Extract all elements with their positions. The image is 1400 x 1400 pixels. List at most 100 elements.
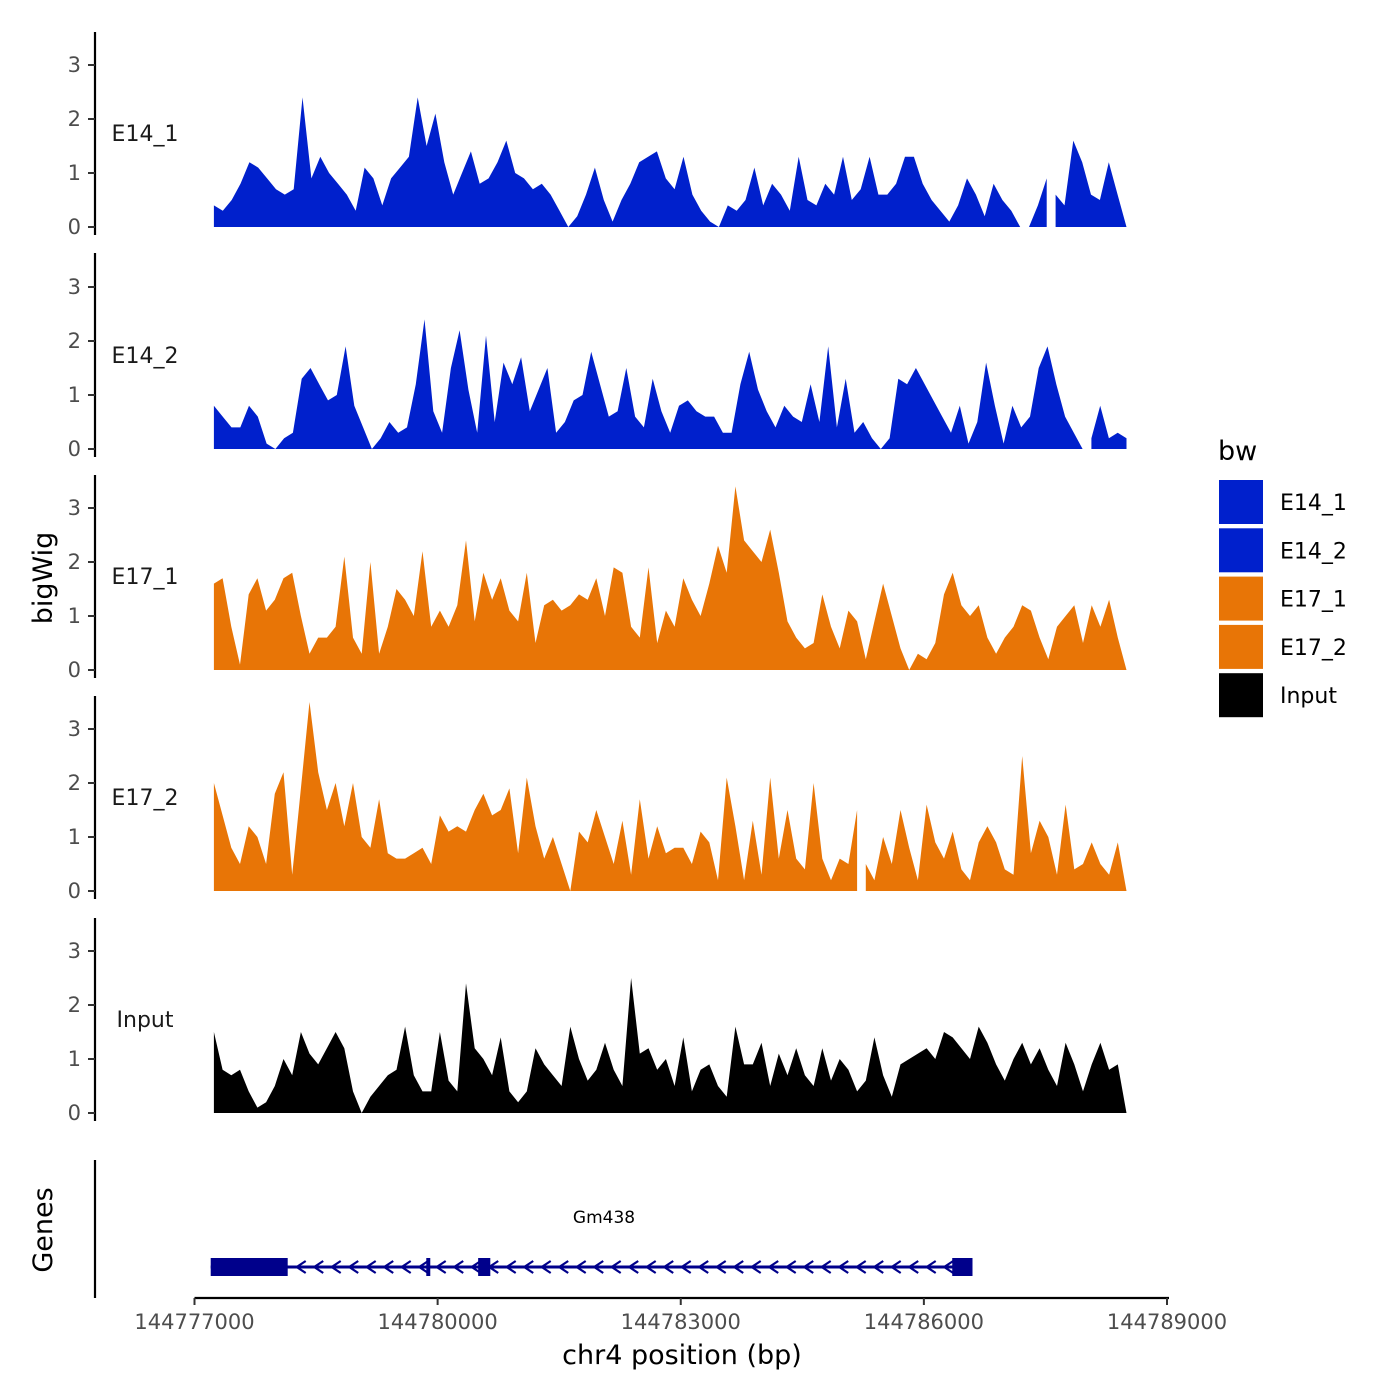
y-tick-label: 0 [68, 215, 81, 239]
y-tick-label: 3 [68, 939, 81, 963]
strand-arrow [504, 1260, 517, 1274]
track-label: E17_2 [112, 786, 179, 811]
y-tick-label: 0 [68, 437, 81, 461]
track-E17_1: 0 1 2 3 E17_1 [68, 475, 1127, 682]
strand-arrow [469, 1260, 482, 1274]
strand-arrow [522, 1260, 534, 1274]
strand-arrow [539, 1260, 552, 1274]
coverage-area [213, 486, 1127, 670]
legend-label: E14_2 [1280, 539, 1347, 564]
strand-arrow [924, 1260, 937, 1274]
coverage-tracks: 0 1 2 3 E14_1 0 1 2 3 E14_2 0 1 2 3 E17_1 0 1 2 3 E17_2 0 1 2 3… [68, 32, 1127, 1125]
y-tick-label: 2 [68, 329, 81, 353]
x-axis: 144777000 144780000 144783000 144786000 1447… [134, 1296, 1227, 1334]
strand-arrow [679, 1260, 692, 1274]
track-Input: 0 1 2 3 Input [68, 918, 1127, 1125]
coverage-area [1091, 405, 1127, 449]
legend-swatch [1219, 528, 1263, 573]
y-tick-label: 1 [68, 383, 81, 407]
track-label: E17_1 [112, 565, 179, 590]
strand-arrow [662, 1260, 674, 1274]
y-tick-label: 0 [68, 658, 81, 682]
strand-arrow [837, 1260, 849, 1274]
y-tick-label: 3 [68, 717, 81, 741]
strand-arrow [714, 1260, 727, 1274]
strand-arrow [802, 1260, 814, 1274]
coverage-area [1055, 140, 1127, 227]
gene-exon [426, 1258, 431, 1276]
y-tick-label: 2 [68, 550, 81, 574]
strand-arrow [749, 1260, 762, 1274]
y-tick-label: 2 [68, 771, 81, 795]
coverage-area [213, 702, 858, 891]
y-tick-label: 0 [68, 1101, 81, 1125]
legend: E14_1 E14_2 E17_1 E17_2 Input [1219, 480, 1347, 718]
y-tick-label: 2 [68, 107, 81, 131]
strand-arrow [382, 1260, 394, 1274]
gene-exon [952, 1258, 973, 1276]
coverage-area [213, 319, 1083, 449]
x-tick-label: 144777000 [134, 1310, 254, 1334]
x-tick-label: 144786000 [864, 1310, 984, 1334]
legend-swatch [1219, 624, 1263, 669]
y-tick-label: 3 [68, 53, 81, 77]
legend-swatch [1219, 673, 1263, 718]
legend-label: E17_1 [1280, 588, 1347, 613]
strand-arrow [784, 1260, 797, 1274]
coverage-area [213, 97, 1047, 228]
strand-arrow [329, 1260, 342, 1274]
y-tick-label: 1 [68, 825, 81, 849]
gene-annotation-panel: Gm438 [93, 1160, 973, 1298]
strand-arrow [609, 1260, 622, 1274]
y-axis-title: bigWig [28, 532, 59, 625]
legend-entry: Input [1219, 673, 1337, 718]
y-tick-label: 1 [68, 161, 81, 185]
strand-arrow [574, 1260, 587, 1274]
legend-entry: E14_2 [1219, 528, 1347, 573]
coverage-area [865, 756, 1127, 891]
track-label: E14_2 [112, 344, 179, 369]
strand-arrow [434, 1260, 447, 1274]
strand-arrow [557, 1260, 569, 1274]
gene-exon [210, 1258, 288, 1276]
strand-arrow [697, 1260, 709, 1274]
strand-arrow [312, 1260, 324, 1274]
strand-arrow [644, 1260, 657, 1274]
strand-arrow [907, 1260, 919, 1274]
strand-arrow [399, 1260, 412, 1274]
strand-arrow [294, 1260, 307, 1274]
track-E17_2: 0 1 2 3 E17_2 [68, 696, 1127, 903]
x-tick-label: 144789000 [1107, 1310, 1227, 1334]
strand-arrow [592, 1260, 604, 1274]
legend-label: E17_2 [1280, 636, 1347, 661]
gene-exon [478, 1258, 491, 1276]
legend-entry: E17_2 [1219, 624, 1347, 669]
legend-label: Input [1280, 684, 1337, 709]
y-tick-label: 1 [68, 604, 81, 628]
strand-arrow [854, 1260, 867, 1274]
y-tick-label: 0 [68, 879, 81, 903]
track-E14_2: 0 1 2 3 E14_2 [68, 253, 1127, 461]
strand-arrow [942, 1260, 954, 1274]
track-label: Input [117, 1008, 174, 1033]
x-tick-label: 144780000 [378, 1310, 498, 1334]
legend-entry: E17_1 [1219, 576, 1347, 621]
legend-swatch [1219, 576, 1263, 621]
strand-arrow [627, 1260, 639, 1274]
legend-swatch [1219, 480, 1263, 524]
strand-arrow [889, 1260, 902, 1274]
strand-arrow [732, 1260, 744, 1274]
legend-label: E14_1 [1280, 491, 1347, 516]
y-tick-label: 3 [68, 275, 81, 299]
track-E14_1: 0 1 2 3 E14_1 [68, 32, 1127, 239]
strand-arrow [417, 1260, 429, 1274]
genes-axis-title: Genes [28, 1187, 59, 1272]
y-tick-label: 3 [68, 496, 81, 520]
strand-arrow [872, 1260, 884, 1274]
legend-title: bw [1218, 436, 1257, 467]
coverage-area [213, 978, 1127, 1113]
strand-arrow [767, 1260, 779, 1274]
legend-entry: E14_1 [1219, 480, 1347, 524]
strand-arrow [364, 1260, 377, 1274]
